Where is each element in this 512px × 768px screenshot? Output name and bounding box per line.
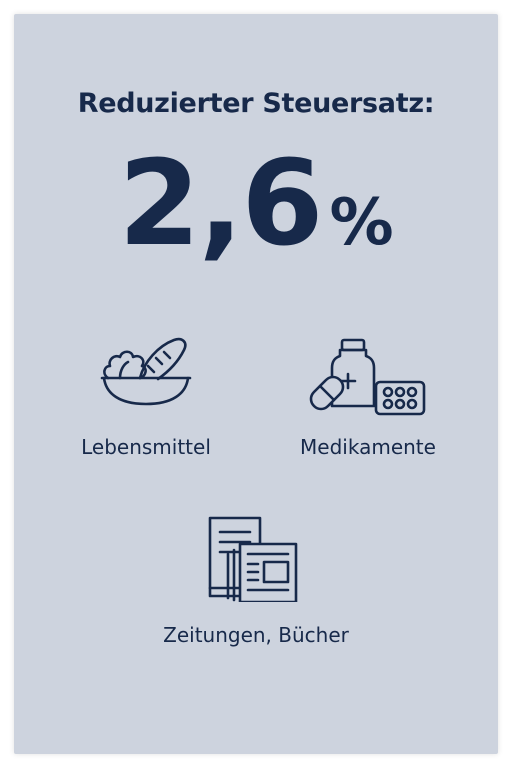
tax-info-card: Reduzierter Steuersatz: 2,6% Lebensmitte… <box>14 14 498 754</box>
tax-rate: 2,6% <box>14 144 498 262</box>
heading: Reduzierter Steuersatz: <box>77 88 435 119</box>
tax-rate-value: 2,6 <box>118 134 323 272</box>
category-label-medicine: Medikamente <box>300 435 436 459</box>
tax-rate-unit: % <box>329 186 394 260</box>
food-bowl-icon <box>100 337 192 406</box>
medicine-icon <box>309 338 426 416</box>
category-label-print: Zeitungen, Bücher <box>163 623 349 647</box>
newspaper-book-icon <box>208 516 298 602</box>
category-label-food: Lebensmittel <box>81 435 211 459</box>
